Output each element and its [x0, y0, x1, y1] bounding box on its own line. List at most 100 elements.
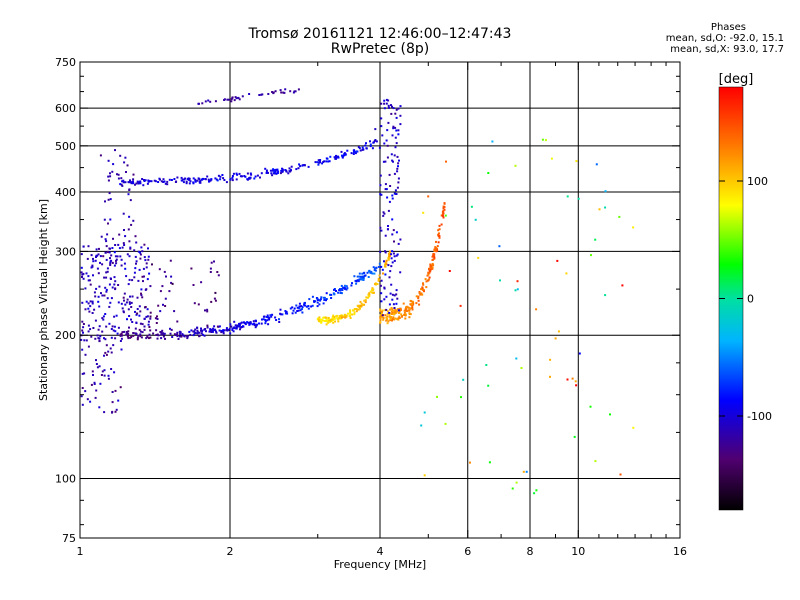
data-point — [240, 326, 243, 329]
data-point — [282, 91, 285, 94]
data-point — [176, 176, 179, 179]
data-point — [391, 159, 394, 162]
data-point — [193, 332, 196, 335]
data-point — [431, 255, 434, 258]
data-point — [371, 288, 374, 291]
data-point — [381, 268, 384, 271]
data-point — [388, 250, 391, 253]
data-point — [377, 265, 380, 268]
data-point — [433, 256, 436, 259]
data-point — [430, 266, 433, 269]
data-point — [389, 292, 392, 295]
data-point — [128, 255, 131, 258]
data-point — [388, 315, 391, 318]
data-point — [271, 169, 274, 172]
data-point — [267, 171, 269, 174]
data-point — [107, 222, 109, 225]
data-point — [399, 123, 402, 126]
data-point — [411, 308, 414, 311]
data-point — [139, 180, 142, 183]
data-point — [394, 189, 397, 192]
data-point — [161, 285, 164, 288]
data-point — [244, 323, 247, 326]
data-point — [278, 318, 280, 321]
data-point — [297, 309, 300, 312]
data-point — [170, 179, 173, 181]
data-point — [238, 98, 241, 101]
data-point — [307, 305, 310, 307]
data-point — [359, 149, 362, 152]
data-point — [380, 279, 383, 282]
data-point — [349, 317, 352, 319]
data-point — [114, 410, 117, 413]
data-point — [111, 170, 114, 173]
data-point — [252, 320, 255, 323]
data-point — [320, 296, 323, 299]
data-point — [365, 142, 367, 145]
data-point — [128, 302, 131, 305]
data-point — [142, 184, 145, 187]
data-point — [204, 309, 206, 312]
data-point — [382, 318, 385, 321]
data-point — [95, 363, 98, 365]
data-point — [359, 304, 362, 307]
data-point — [108, 283, 111, 286]
data-point — [89, 305, 92, 308]
data-point — [119, 183, 122, 186]
data-point — [392, 125, 395, 128]
data-point — [392, 316, 395, 319]
data-point — [111, 247, 114, 249]
data-point — [109, 172, 111, 175]
data-point — [137, 334, 140, 337]
data-point — [332, 317, 335, 320]
data-point — [107, 198, 110, 201]
data-point — [406, 310, 409, 313]
data-point — [295, 168, 298, 171]
phases-title: Phases — [710, 22, 746, 33]
data-point — [123, 330, 126, 333]
data-point — [399, 271, 402, 274]
data-point — [220, 330, 223, 332]
data-point — [85, 300, 88, 303]
data-point — [200, 329, 202, 332]
data-point — [232, 172, 235, 175]
data-point — [87, 275, 90, 278]
data-point — [122, 212, 125, 215]
data-point — [355, 280, 358, 283]
data-point — [346, 287, 349, 290]
data-point — [275, 319, 278, 321]
data-point — [398, 159, 400, 162]
data-point — [90, 254, 93, 257]
data-point — [380, 102, 383, 105]
data-point — [404, 309, 407, 312]
data-point — [81, 273, 84, 276]
data-point — [391, 197, 394, 200]
data-point — [535, 489, 538, 492]
data-point — [156, 333, 159, 336]
data-point — [164, 305, 167, 307]
data-point — [594, 460, 597, 463]
data-point — [382, 316, 385, 319]
data-point — [281, 313, 284, 316]
data-point — [428, 268, 430, 271]
x-tick-label: 2 — [227, 545, 234, 558]
data-point — [107, 179, 110, 182]
data-point — [230, 100, 233, 103]
data-point — [297, 88, 300, 91]
data-point — [103, 411, 106, 414]
data-point — [197, 177, 200, 180]
data-point — [217, 274, 220, 277]
data-point — [396, 167, 399, 170]
data-point — [264, 167, 267, 170]
data-point — [96, 267, 99, 270]
data-point — [337, 320, 340, 323]
data-point — [358, 305, 361, 308]
data-point — [210, 330, 213, 333]
data-point — [393, 294, 396, 297]
data-point — [316, 297, 319, 300]
data-point — [99, 154, 102, 157]
data-point — [621, 284, 624, 287]
data-point — [388, 254, 391, 257]
data-point — [229, 332, 232, 335]
data-point — [114, 149, 116, 152]
